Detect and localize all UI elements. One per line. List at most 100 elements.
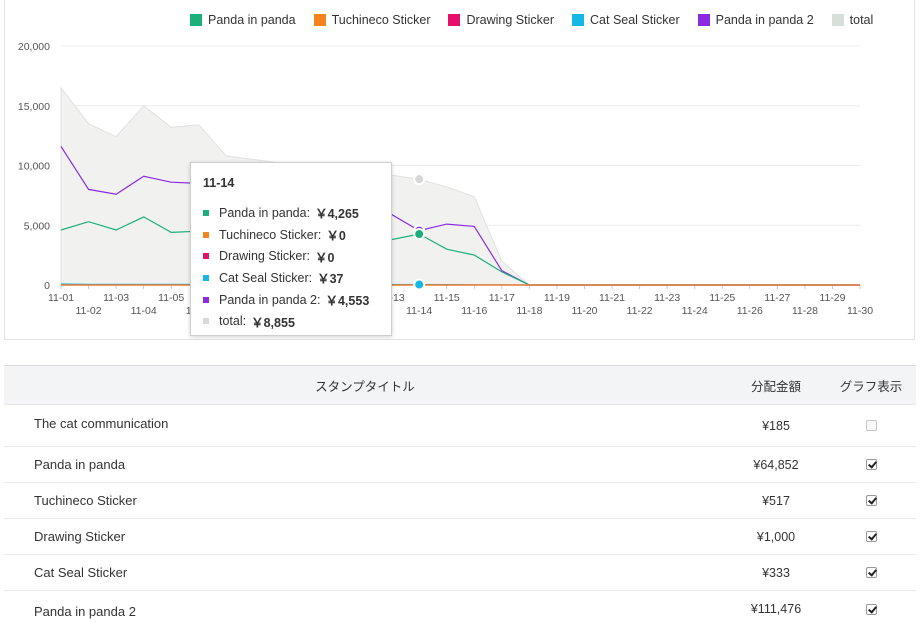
legend-item-panda-in-panda-2[interactable]: Panda in panda 2: [697, 13, 814, 27]
tooltip-dot: [203, 209, 209, 216]
table-row: Drawing Sticker ¥1,000: [4, 519, 916, 555]
row-title: Cat Seal Sticker: [34, 565, 128, 580]
tooltip-row: total: ￥8,855: [203, 310, 379, 332]
tooltip-row: Panda in panda 2: ￥4,553: [203, 289, 379, 311]
x-tick-label: 11-24: [682, 305, 708, 317]
graph-toggle-checkbox[interactable]: [865, 603, 877, 615]
table-row: The cat communication ¥185: [4, 405, 916, 447]
tooltip-label: Cat Seal Sticker:: [219, 270, 313, 285]
graph-toggle-checkbox[interactable]: [865, 531, 877, 542]
chart-panel: 0 5,000 10,000 15,000 20,000 11-01 11-02 11-03 1…: [4, 0, 915, 340]
tooltip-label: Panda in panda:: [219, 205, 311, 220]
tooltip-value: ￥8,855: [251, 315, 295, 330]
x-tick-label: 11-27: [764, 292, 790, 304]
legend-label: Cat Seal Sticker: [590, 13, 680, 27]
series-area-total: [60, 86, 860, 286]
x-tick-label: 11-19: [544, 292, 570, 304]
tooltip-value: ￥37: [317, 272, 344, 287]
x-tick-label: 11-28: [792, 305, 818, 317]
tooltip-dot: [203, 231, 209, 238]
x-tick-label: 11-05: [158, 292, 184, 304]
row-amount: ¥517: [762, 493, 790, 508]
tooltip-label: Tuchineco Sticker:: [219, 227, 322, 242]
tooltip-value: ￥0: [315, 250, 335, 265]
tooltip-value: ￥4,553: [325, 294, 370, 309]
x-tick-label: 11-25: [709, 292, 735, 304]
table-row: Tuchineco Sticker ¥517: [4, 483, 916, 519]
x-tick-label: 11-18: [516, 305, 542, 317]
row-title: Panda in panda: [34, 457, 126, 472]
header-amount: 分配金額: [750, 379, 801, 394]
header-title: スタンプタイトル: [315, 379, 415, 394]
row-amount: ¥111,476: [750, 602, 802, 616]
chart-legend: Panda in panda Tuchineco Sticker Drawing…: [190, 13, 891, 27]
x-tick-label: 11-16: [461, 305, 487, 317]
y-tick-label: 5,000: [24, 220, 50, 232]
tooltip-label: Panda in panda 2:: [219, 292, 321, 307]
legend-item-cat-seal-sticker[interactable]: Cat Seal Sticker: [572, 13, 680, 27]
legend-swatch: [313, 14, 326, 26]
legend-swatch: [831, 14, 844, 26]
legend-label: Panda in panda: [208, 13, 296, 27]
x-tick-label: 11-30: [847, 305, 873, 317]
legend-item-total[interactable]: total: [831, 13, 874, 27]
x-tick-label: 11-03: [103, 292, 129, 304]
x-tick-label: 11-17: [489, 292, 515, 304]
tooltip-row: Tuchineco Sticker: ￥0: [203, 224, 379, 246]
table-header: スタンプタイトル 分配金額 グラフ表示: [4, 365, 916, 405]
row-amount: ¥185: [762, 418, 790, 433]
table-row: Panda in panda ¥64,852: [4, 447, 916, 483]
graph-toggle-checkbox[interactable]: [865, 459, 877, 470]
row-title: Drawing Sticker: [34, 529, 126, 544]
row-title: Tuchineco Sticker: [34, 493, 137, 508]
row-amount: ¥1,000: [756, 529, 796, 544]
highlight-point-total: [413, 173, 426, 186]
legend-swatch: [190, 14, 202, 26]
legend-label: Panda in panda 2: [715, 13, 814, 27]
y-tick-label: 10,000: [18, 161, 50, 173]
tooltip-row: Panda in panda: ￥4,265: [203, 202, 379, 224]
legend-swatch: [697, 14, 710, 26]
tooltip-value: ￥4,265: [315, 207, 359, 222]
highlight-point: [413, 228, 426, 241]
y-tick-label: 20,000: [18, 41, 50, 53]
tooltip-row: Drawing Sticker: ￥0: [203, 245, 379, 267]
x-tick-label: 11-22: [627, 305, 653, 317]
legend-item-drawing-sticker[interactable]: Drawing Sticker: [448, 13, 554, 27]
x-tick-label: 11-29: [819, 292, 845, 304]
tooltip-row: Cat Seal Sticker: ￥37: [203, 267, 379, 289]
row-title: Panda in panda 2: [34, 603, 136, 619]
header-graph: グラフ表示: [839, 379, 903, 394]
sticker-table: スタンプタイトル 分配金額 グラフ表示 The cat communicatio…: [4, 365, 916, 627]
tooltip-dot: [203, 253, 209, 260]
y-tick-label: 0: [44, 280, 50, 292]
legend-swatch: [572, 14, 585, 26]
graph-toggle-checkbox[interactable]: [865, 567, 877, 578]
line-chart: 05,00010,00015,00020,00011-0111-0211-031…: [18, 41, 873, 317]
tooltip-value: ￥0: [326, 229, 346, 244]
table-row: Cat Seal Sticker ¥333: [4, 555, 916, 591]
chart-tooltip: 11-14 Panda in panda: ￥4,265 Tuchineco S…: [190, 162, 392, 336]
tooltip-dot: [203, 318, 209, 325]
highlight-point: [413, 278, 426, 291]
legend-label: total: [849, 13, 874, 27]
legend-item-tuchineco-sticker[interactable]: Tuchineco Sticker: [313, 13, 430, 27]
row-amount: ¥333: [762, 565, 790, 580]
tooltip-dot: [203, 274, 209, 281]
x-tick-label: 11-14: [406, 305, 432, 317]
x-tick-label: 11-01: [48, 292, 74, 304]
x-tick-label: 11-21: [599, 292, 625, 304]
tooltip-label: total:: [219, 314, 247, 329]
x-tick-label: 11-15: [434, 292, 460, 304]
x-tick-label: 11-02: [76, 305, 102, 317]
graph-toggle-checkbox[interactable]: [865, 495, 877, 506]
legend-item-panda-in-panda[interactable]: Panda in panda: [190, 13, 296, 27]
legend-label: Drawing Sticker: [466, 13, 555, 27]
x-tick-label: 11-26: [737, 305, 763, 317]
legend-swatch: [448, 14, 461, 26]
x-tick-label: 11-20: [571, 305, 597, 317]
table-row: Panda in panda 2 ¥111,476: [4, 591, 916, 627]
graph-toggle-checkbox[interactable]: [865, 420, 877, 431]
row-amount: ¥64,852: [753, 457, 799, 472]
tooltip-label: Drawing Sticker:: [219, 249, 310, 264]
